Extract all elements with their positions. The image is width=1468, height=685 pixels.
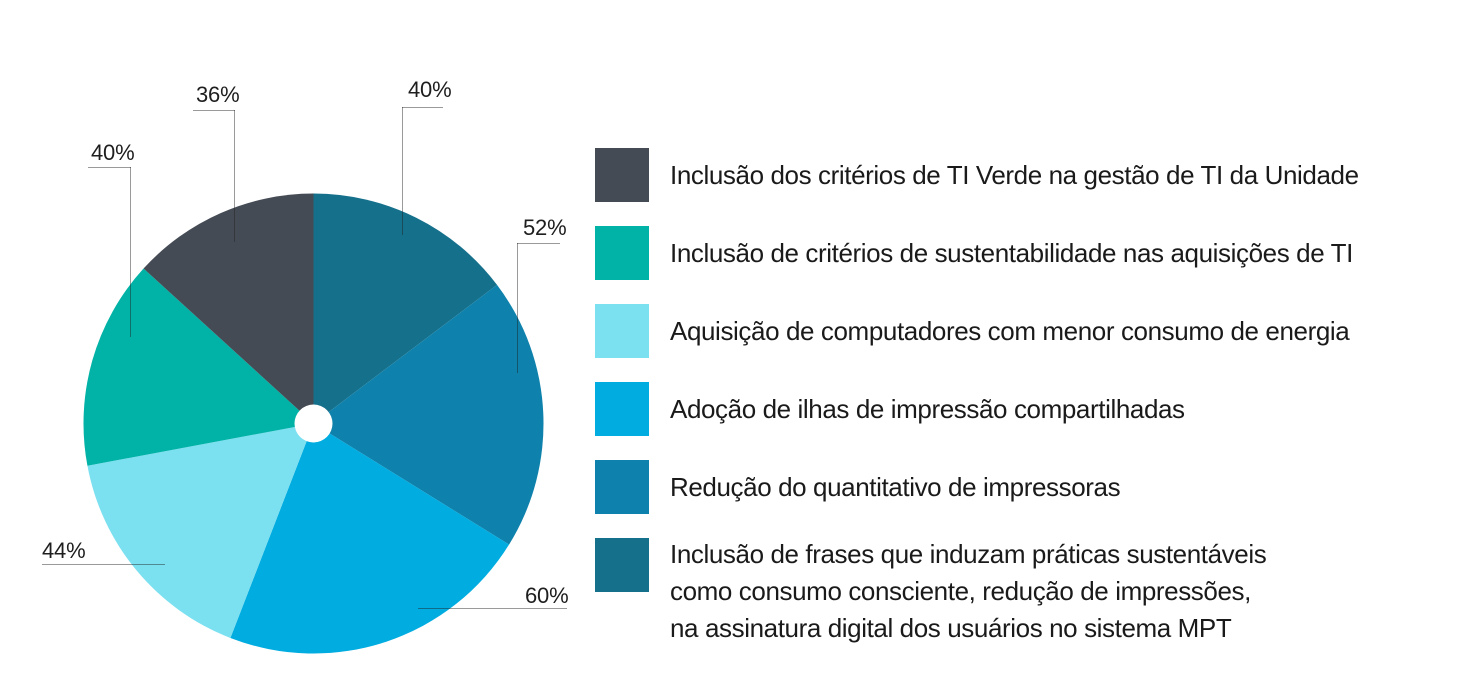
legend-item-ti-verde-gestao: Inclusão dos critérios de TI Verde na ge… <box>595 148 1468 202</box>
legend-label: Inclusão dos critérios de TI Verde na ge… <box>670 159 1359 190</box>
legend: Inclusão dos critérios de TI Verde na ge… <box>595 148 1468 647</box>
legend-swatch-medium-blue <box>595 460 649 514</box>
legend-swatch-bright-blue <box>595 382 649 436</box>
legend-label: Aquisição de computadores com menor cons… <box>670 315 1350 346</box>
pie-value-label-60: 60% <box>525 583 569 608</box>
legend-item-computadores-menor-consumo: Aquisição de computadores com menor cons… <box>595 304 1468 358</box>
leader-line-40-right-v <box>402 107 403 235</box>
legend-label: Inclusão de frases que induzam práticas … <box>670 536 1267 647</box>
legend-item-frases-sustentaveis: Inclusão de frases que induzam práticas … <box>595 538 1468 647</box>
legend-label: Adoção de ilhas de impressão compartilha… <box>670 393 1185 424</box>
pie-value-label-52: 52% <box>523 215 567 240</box>
leader-line-36-h <box>193 110 235 111</box>
pie-slice-4 <box>83 268 314 466</box>
legend-label: Inclusão de critérios de sustentabilidad… <box>670 237 1353 268</box>
leader-line-40-left-h <box>88 167 131 168</box>
legend-label-line-1: Inclusão de frases que induzam práticas … <box>670 539 1267 569</box>
pie-slice-1 <box>313 284 544 545</box>
pie-value-label-44: 44% <box>42 538 86 563</box>
leader-line-60-h <box>418 608 567 609</box>
pie-slice-3 <box>87 423 314 638</box>
pie-slice-5 <box>143 193 314 424</box>
leader-line-40-right-h <box>402 107 443 108</box>
legend-item-ilhas-impressao: Adoção de ilhas de impressão compartilha… <box>595 382 1468 436</box>
leader-line-44-h <box>42 564 165 565</box>
legend-item-reducao-impressoras: Redução do quantitativo de impressoras <box>595 460 1468 514</box>
pie-value-label-40-left: 40% <box>91 140 135 165</box>
legend-swatch-dark-teal <box>595 538 649 592</box>
pie-slice-2 <box>230 423 510 654</box>
leader-line-36-v <box>234 110 235 242</box>
pie-center-hole <box>294 404 333 443</box>
legend-swatch-teal <box>595 226 649 280</box>
legend-label-line-3: na assinatura digital dos usuários no si… <box>670 613 1232 643</box>
legend-label-line-2: como consumo consciente, redução de impr… <box>670 576 1251 606</box>
leader-line-40-left-v <box>130 167 131 337</box>
pie-value-label-40-right: 40% <box>408 77 452 102</box>
legend-swatch-dark-slate <box>595 148 649 202</box>
legend-swatch-light-cyan <box>595 304 649 358</box>
leader-line-52-h <box>517 243 560 244</box>
pie-slice-0 <box>313 193 498 424</box>
legend-label: Redução do quantitativo de impressoras <box>670 471 1121 502</box>
pie-value-label-36: 36% <box>196 82 240 107</box>
leader-line-52-v <box>517 243 518 373</box>
legend-item-sustentabilidade-aquisicoes: Inclusão de critérios de sustentabilidad… <box>595 226 1468 280</box>
